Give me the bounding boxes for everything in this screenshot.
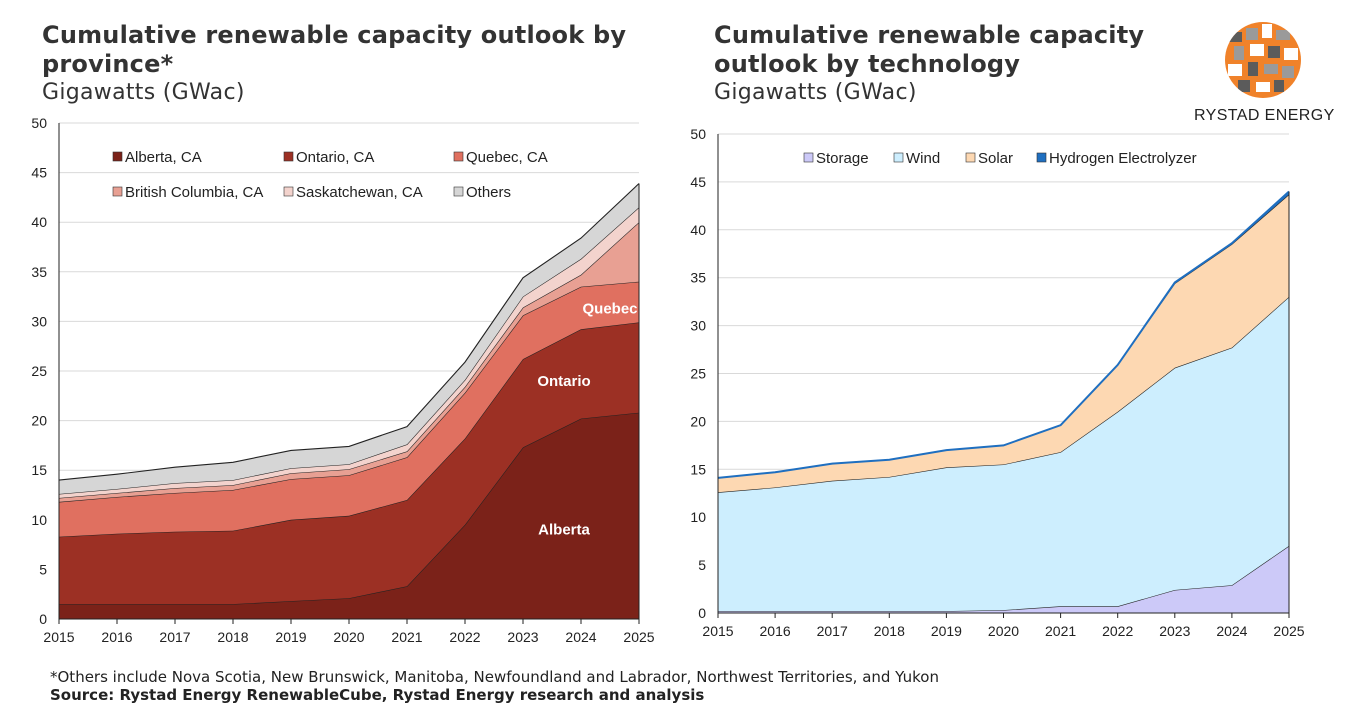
y-tick-label: 5 [39,561,47,577]
legend-label: Wind [906,150,940,167]
x-tick-label: 2017 [817,623,848,639]
x-tick-label: 2015 [702,623,733,639]
area-series-0 [59,412,639,619]
legend-label: Solar [978,150,1013,167]
area-series-2 [59,281,639,537]
y-tick-label: 10 [31,512,47,528]
y-tick-label: 40 [31,214,47,230]
x-tick-label: 2018 [874,623,905,639]
y-tick-label: 10 [690,509,706,525]
y-tick-label: 15 [690,461,706,477]
area-series-1 [59,322,639,605]
x-tick-label: 2020 [333,629,364,645]
x-tick-label: 2015 [43,629,74,645]
y-tick-label: 30 [31,313,47,329]
x-tick-label: 2023 [1159,623,1190,639]
legend-swatch [453,151,464,162]
x-tick-label: 2023 [507,629,538,645]
legend-swatch [112,151,123,162]
x-tick-label: 2022 [449,629,480,645]
y-tick-label: 25 [690,366,706,382]
legend-label: Alberta, CA [125,149,202,166]
chart-title-province: Cumulative renewable capacity outlook by… [42,21,627,78]
source-note: Source: Rystad Energy RenewableCube, Rys… [50,686,705,704]
chart-subtitle-province: Gigawatts (GWac) [42,80,245,105]
x-tick-label: 2019 [931,623,962,639]
y-tick-label: 20 [690,413,706,429]
legend-label: Storage [816,150,869,167]
rystad-globe-logo-icon [1225,22,1301,98]
y-tick-label: 50 [31,115,47,131]
y-tick-label: 25 [31,363,47,379]
x-tick-label: 2021 [391,629,422,645]
area-series-1 [718,296,1289,612]
chart-title-technology: Cumulative renewable capacity outlook by… [714,21,1145,78]
x-tick-label: 2022 [1102,623,1133,639]
y-tick-label: 40 [690,222,706,238]
y-tick-label: 35 [31,264,47,280]
y-tick-label: 45 [690,174,706,190]
footnote: *Others include Nova Scotia, New Brunswi… [50,668,939,686]
legend-swatch [283,186,294,197]
legend-label: Ontario, CA [296,149,374,166]
legend-label: British Columbia, CA [125,184,263,201]
legend-label: Saskatchewan, CA [296,184,423,201]
legend-label: Hydrogen Electrolyzer [1049,150,1197,167]
legend-swatch [803,152,814,163]
y-tick-label: 45 [31,165,47,181]
x-tick-label: 2024 [1216,623,1247,639]
x-tick-label: 2025 [623,629,654,645]
y-tick-label: 0 [698,605,706,621]
series-line-5 [58,183,640,481]
x-tick-label: 2016 [101,629,132,645]
x-tick-label: 2016 [760,623,791,639]
x-tick-label: 2021 [1045,623,1076,639]
series-line-3 [717,190,1290,479]
legend-swatch [453,186,464,197]
y-tick-label: 15 [31,462,47,478]
chart-subtitle-technology: Gigawatts (GWac) [714,80,917,105]
area-annotation: Quebec [582,300,637,317]
x-tick-label: 2017 [159,629,190,645]
legend-label: Quebec, CA [466,149,548,166]
y-tick-label: 0 [39,611,47,627]
legend-swatch [965,152,976,163]
x-tick-label: 2024 [565,629,596,645]
x-tick-label: 2019 [275,629,306,645]
x-tick-label: 2018 [217,629,248,645]
legend-swatch [1036,152,1047,163]
y-tick-label: 30 [690,318,706,334]
legend-label: Others [466,184,511,201]
area-series-2 [718,194,1289,493]
x-tick-label: 2020 [988,623,1019,639]
x-tick-label: 2025 [1273,623,1304,639]
y-tick-label: 5 [698,557,706,573]
area-annotation: Alberta [538,522,590,539]
legend-swatch [112,186,123,197]
y-tick-label: 20 [31,413,47,429]
y-tick-label: 50 [690,126,706,142]
legend-swatch [893,152,904,163]
area-annotation: Ontario [537,373,590,390]
legend-swatch [283,151,294,162]
brand-name: RYSTAD ENERGY [1194,107,1335,124]
y-tick-label: 35 [690,270,706,286]
area-series-0 [718,545,1289,613]
